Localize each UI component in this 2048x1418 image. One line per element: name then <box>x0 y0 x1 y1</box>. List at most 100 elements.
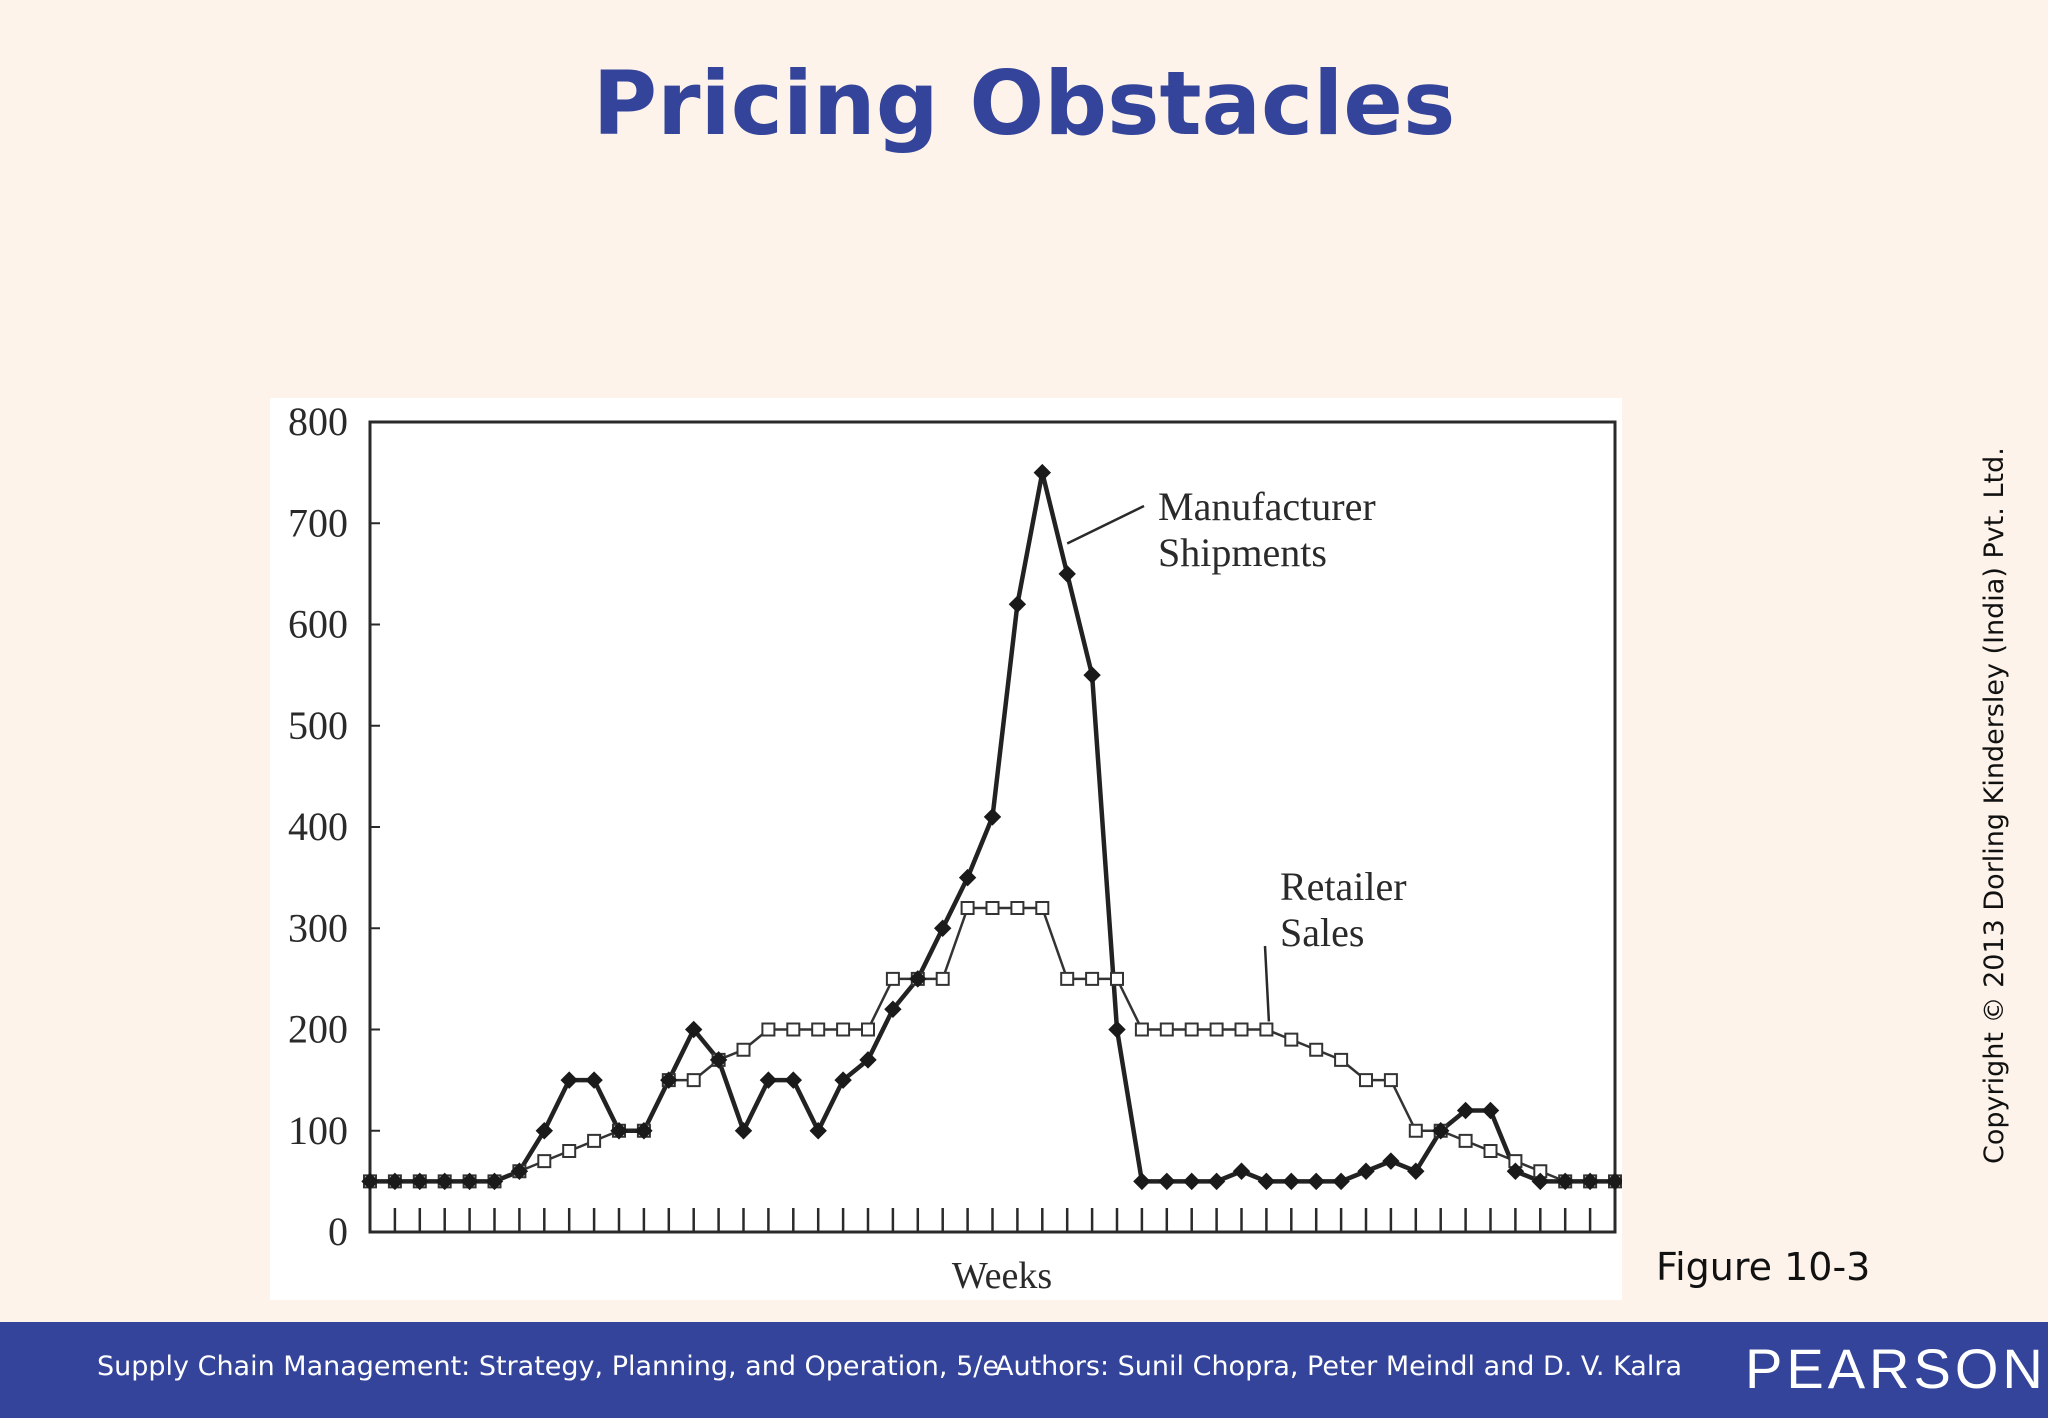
retailer-sales-point <box>1383 1073 1398 1088</box>
retailer-sales-point <box>1234 1022 1249 1037</box>
manufacturer-shipments-point <box>610 1122 628 1140</box>
retailer-sales-point <box>861 1022 875 1037</box>
manufacturer-shipments-point <box>1133 1172 1151 1191</box>
manufacturer-shipments-point <box>1407 1162 1425 1180</box>
footer-authors: Authors: Sunil Chopra, Peter Meindl and … <box>995 1351 1682 1382</box>
retailer-sales-point <box>587 1133 602 1148</box>
retailer-sales-point <box>761 1022 776 1037</box>
retailer-sales-point <box>935 971 950 986</box>
manufacturer-leader-line <box>1066 504 1145 545</box>
manufacturer-shipments-point <box>859 1051 877 1069</box>
retailer-sales-point <box>1284 1032 1299 1047</box>
retailer-sales-point <box>1408 1123 1423 1138</box>
manufacturer-shipments-point <box>435 1172 454 1191</box>
manufacturer-shipments-point <box>1531 1172 1550 1191</box>
manufacturer-shipments-point <box>684 1020 703 1039</box>
manufacturer-shipments-point <box>1232 1162 1251 1180</box>
x-axis-label: Weeks <box>952 1255 1052 1297</box>
manufacturer-shipments-point <box>1581 1172 1599 1191</box>
series-line-manufacturer-shipments <box>370 470 1615 1184</box>
manufacturer-shipments-point <box>1556 1172 1574 1191</box>
retailer-sales-point <box>1035 901 1050 915</box>
line-chart: 0 100 200 300 400 500 600 700 800 ManufacturerSh… <box>288 399 1622 1297</box>
copyright-text: Copyright © 2013 Dorling Kindersley (Ind… <box>1979 447 2010 1164</box>
manufacturer-shipments-point <box>1431 1122 1450 1140</box>
footer-book-title: Supply Chain Management: Strategy, Plann… <box>97 1351 999 1382</box>
manufacturer-shipments-point <box>585 1071 603 1089</box>
y-tick-label: 0 <box>328 1209 348 1254</box>
manufacturer-shipments-point <box>1307 1172 1325 1191</box>
manufacturer-shipments-label: Shipments <box>1158 530 1327 575</box>
retailer-sales-point <box>686 1073 701 1088</box>
series-line-retailer-sales <box>370 906 1615 1183</box>
retailer-sales-point <box>1458 1133 1473 1148</box>
retailer-sales-point <box>736 1042 751 1057</box>
y-tick-label: 300 <box>288 905 348 950</box>
y-tick-label: 200 <box>288 1007 348 1052</box>
manufacturer-shipments-point <box>958 868 977 887</box>
manufacturer-shipments-point <box>1083 666 1101 684</box>
retailer-sales-point <box>1060 971 1075 986</box>
retailer-sales-point <box>1184 1022 1199 1037</box>
manufacturer-shipments-point <box>485 1172 504 1191</box>
manufacturer-shipments-point <box>510 1162 529 1180</box>
manufacturer-shipments-point <box>1357 1162 1375 1180</box>
manufacturer-shipments-point <box>361 1172 379 1191</box>
manufacturer-shipments-point <box>1456 1101 1475 1120</box>
manufacturer-shipments-point <box>784 1071 803 1089</box>
y-tick-label: 100 <box>288 1108 348 1153</box>
manufacturer-shipments-point <box>709 1051 728 1069</box>
retailer-sales-point <box>562 1144 577 1158</box>
manufacturer-shipments-point <box>1382 1152 1400 1170</box>
retailer-sales-point <box>1309 1042 1324 1057</box>
y-tick-labels: 0 100 200 300 400 500 600 700 800 <box>288 399 380 1254</box>
manufacturer-shipments-label: Manufacturer <box>1158 484 1376 529</box>
manufacturer-shipments-point <box>1158 1172 1176 1191</box>
retailer-sales-label: Retailer <box>1280 864 1407 909</box>
manufacturer-shipments-point <box>411 1172 429 1191</box>
manufacturer-shipments-point <box>809 1122 827 1140</box>
series-layer <box>361 463 1622 1191</box>
slide-title: Pricing Obstacles <box>592 52 1456 155</box>
manufacturer-shipments-point <box>884 1000 902 1018</box>
manufacturer-shipments-point <box>1033 463 1052 482</box>
retailer-sales-point <box>1159 1022 1174 1037</box>
manufacturer-shipments-point <box>1207 1172 1226 1191</box>
manufacturer-shipments-point <box>386 1172 404 1191</box>
manufacturer-shipments-point <box>1182 1172 1201 1191</box>
retailer-sales-point <box>985 901 1000 915</box>
figure-label: Figure 10-3 <box>1656 1245 1871 1289</box>
retailer-sales-point <box>1085 971 1100 986</box>
manufacturer-shipments-point <box>635 1122 653 1140</box>
retailer-sales-point <box>786 1022 801 1037</box>
retailer-sales-point <box>1334 1052 1349 1067</box>
y-tick-label: 700 <box>288 500 348 545</box>
manufacturer-shipments-point <box>1282 1172 1301 1191</box>
manufacturer-shipments-point <box>560 1071 578 1089</box>
retailer-sales-point <box>1010 901 1025 915</box>
retailer-sales-point <box>885 971 900 986</box>
manufacturer-shipments-point <box>983 808 1002 826</box>
retailer-sales-point <box>836 1022 851 1037</box>
manufacturer-shipments-point <box>1058 565 1076 583</box>
retailer-leader-line <box>1263 945 1271 1022</box>
manufacturer-shipments-point <box>909 970 927 988</box>
manufacturer-shipments-point <box>1008 595 1027 613</box>
retailer-sales-point <box>1483 1144 1498 1158</box>
manufacturer-shipments-point <box>1506 1162 1525 1180</box>
manufacturer-shipments-point <box>460 1172 479 1191</box>
retailer-sales-point <box>811 1022 826 1037</box>
retailer-sales-point <box>1209 1022 1224 1037</box>
retailer-sales-point <box>960 901 975 915</box>
retailer-sales-label: Sales <box>1280 910 1364 955</box>
manufacturer-shipments-point <box>535 1122 554 1140</box>
manufacturer-shipments-point <box>834 1071 852 1089</box>
retailer-sales-point <box>1134 1022 1149 1037</box>
retailer-sales-point <box>537 1154 552 1169</box>
retailer-sales-point <box>1110 971 1124 986</box>
retailer-sales-point <box>1259 1022 1274 1037</box>
manufacturer-shipments-point <box>1108 1020 1126 1039</box>
manufacturer-shipments-point <box>759 1071 778 1089</box>
manufacturer-shipments-point <box>1606 1172 1622 1191</box>
